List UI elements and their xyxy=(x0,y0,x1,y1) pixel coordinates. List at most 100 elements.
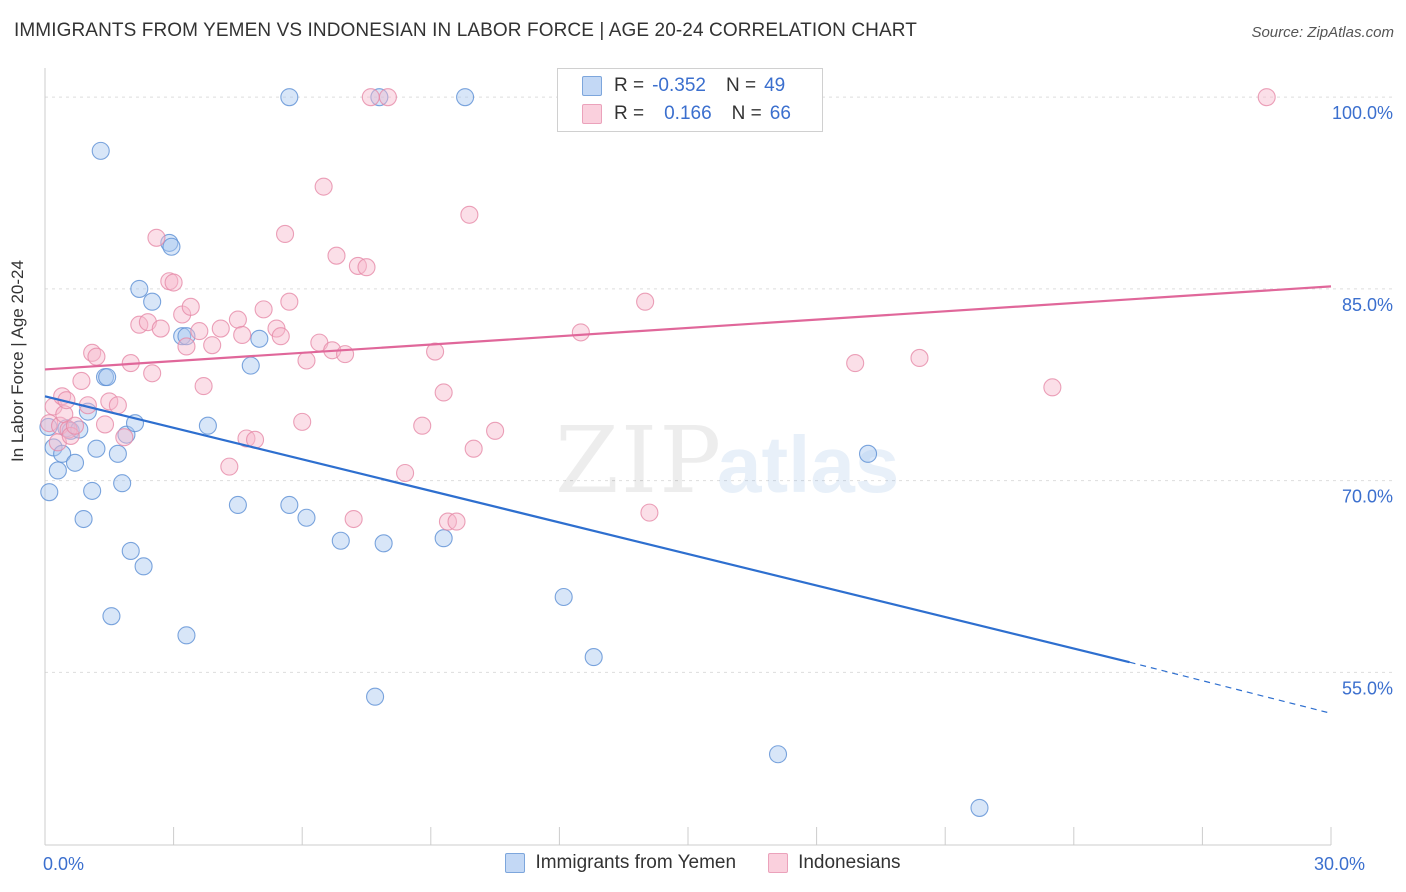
y-tick-label: 70.0% xyxy=(1342,487,1393,507)
point-indonesian xyxy=(40,414,59,433)
point-indonesian xyxy=(357,258,376,277)
point-yemen xyxy=(280,495,299,515)
x-tick-label: 0.0% xyxy=(43,854,84,874)
point-indonesian xyxy=(486,421,505,440)
legend-item-indonesians[interactable]: Indonesians xyxy=(768,852,901,874)
point-indonesian xyxy=(65,416,85,435)
x-tick-label: 30.0% xyxy=(1314,854,1365,874)
point-yemen xyxy=(970,798,989,817)
stats-legend: R = -0.352 N = 49 R = 0.166 N = 66 xyxy=(557,68,823,132)
legend-n-label: N = xyxy=(725,75,757,96)
point-yemen xyxy=(250,329,269,348)
point-indonesian xyxy=(177,337,196,356)
point-indonesian xyxy=(336,345,355,364)
point-yemen xyxy=(858,444,878,463)
point-indonesian xyxy=(314,177,333,196)
point-yemen xyxy=(297,508,316,527)
point-indonesian xyxy=(413,416,432,435)
point-indonesian xyxy=(846,354,865,373)
point-yemen xyxy=(768,745,788,764)
legend-r-value: -0.352 xyxy=(652,75,706,96)
point-indonesian xyxy=(636,292,655,311)
legend-n-label: N = xyxy=(731,103,762,124)
point-indonesian xyxy=(464,439,483,458)
point-indonesian xyxy=(344,509,363,529)
point-yemen xyxy=(374,534,393,553)
point-yemen xyxy=(102,607,121,626)
point-indonesian xyxy=(1043,378,1062,397)
point-indonesian xyxy=(640,503,659,522)
point-yemen xyxy=(74,509,93,529)
point-indonesian xyxy=(147,228,166,247)
legend-swatch-yemen xyxy=(582,76,602,96)
legend-row-yemen: R = -0.352 N = 49 xyxy=(582,74,785,98)
point-yemen xyxy=(162,237,181,256)
point-yemen xyxy=(130,279,149,298)
point-indonesian xyxy=(181,297,200,316)
legend-row-indonesians: R = 0.166 N = 66 xyxy=(582,102,791,126)
point-yemen xyxy=(108,444,127,463)
point-yemen xyxy=(177,626,196,645)
legend-item-yemen[interactable]: Immigrants from Yemen xyxy=(505,852,736,874)
legend-n-value: 66 xyxy=(769,103,791,124)
point-indonesian xyxy=(378,88,397,107)
point-indonesian xyxy=(108,396,127,415)
legend-swatch-indonesians xyxy=(582,104,602,124)
point-indonesian xyxy=(327,246,346,265)
point-indonesian xyxy=(426,342,445,361)
point-indonesian xyxy=(164,273,183,292)
point-indonesian xyxy=(447,512,466,531)
legend-r-label: R = xyxy=(614,103,645,124)
y-tick-label: 100.0% xyxy=(1332,103,1393,123)
point-indonesian xyxy=(72,371,91,391)
point-indonesian xyxy=(190,322,209,341)
point-yemen xyxy=(98,368,117,387)
trendline-yemen-extension xyxy=(1129,661,1332,714)
source-label: Source: ZipAtlas.com xyxy=(1251,24,1394,41)
point-indonesian xyxy=(1257,88,1276,107)
point-indonesian xyxy=(293,412,312,431)
chart-title: IMMIGRANTS FROM YEMEN VS INDONESIAN IN L… xyxy=(14,20,917,41)
point-indonesian xyxy=(271,327,290,346)
point-yemen xyxy=(366,687,385,706)
trendline-indonesians xyxy=(44,285,1332,371)
point-yemen xyxy=(53,444,72,463)
point-indonesian xyxy=(460,205,479,224)
legend-r-value: 0.166 xyxy=(664,103,712,124)
point-yemen xyxy=(198,416,217,435)
y-tick-label: 55.0% xyxy=(1342,678,1393,698)
point-indonesian xyxy=(910,348,929,368)
point-yemen xyxy=(83,481,102,500)
legend-label-indonesians: Indonesians xyxy=(798,852,901,873)
tick-labels: 100.0% 85.0% 70.0% 55.0% 0.0% 30.0% xyxy=(43,103,1393,874)
point-yemen xyxy=(113,474,132,493)
series-legend: Immigrants from Yemen Indonesians xyxy=(0,852,1406,874)
point-yemen xyxy=(173,327,192,346)
point-indonesian xyxy=(61,426,80,445)
point-indonesian xyxy=(361,88,380,107)
point-yemen xyxy=(434,529,453,548)
point-yemen xyxy=(584,648,603,667)
legend-n-value: 49 xyxy=(764,75,786,96)
point-indonesian xyxy=(434,383,453,402)
legend-swatch-yemen xyxy=(505,853,526,873)
point-yemen xyxy=(331,531,350,550)
watermark-atlas: atlas xyxy=(717,420,899,509)
point-indonesian xyxy=(87,347,106,366)
point-indonesian xyxy=(95,415,115,434)
point-yemen xyxy=(241,356,260,375)
legend-r-label: R = xyxy=(614,75,645,96)
legend-swatch-indonesians xyxy=(768,853,789,873)
point-yemen xyxy=(87,439,106,458)
point-indonesian xyxy=(571,323,590,342)
point-indonesian xyxy=(203,336,222,355)
trendline-yemen xyxy=(44,395,1130,664)
point-yemen xyxy=(456,88,475,107)
point-yemen xyxy=(65,453,85,472)
watermark-zip: ZIP xyxy=(555,407,723,514)
point-indonesian xyxy=(396,463,415,483)
point-indonesian xyxy=(143,364,162,383)
point-yemen xyxy=(280,88,299,107)
point-yemen xyxy=(121,541,140,561)
point-indonesian xyxy=(297,351,316,370)
